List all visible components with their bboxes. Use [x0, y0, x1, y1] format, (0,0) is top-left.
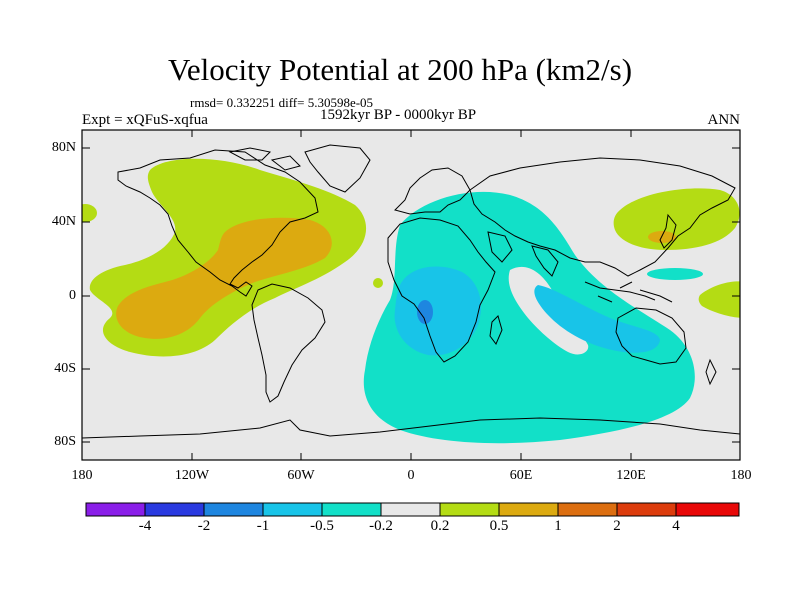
colorbar [85, 502, 740, 517]
coast-africa [387, 217, 496, 363]
colorbar-swatch [557, 502, 618, 517]
coast-australia [615, 307, 687, 365]
lat-label: 0 [69, 288, 76, 303]
colorbar-label: 2 [613, 518, 621, 534]
colorbar-label: -4 [138, 518, 152, 534]
lat-label: 40S [54, 361, 76, 376]
colorbar-label: -0.2 [369, 518, 393, 534]
map-title: Velocity Potential at 200 hPa (km2/s) [167, 52, 633, 87]
negative-spot-pacific [647, 268, 703, 280]
colorbar-swatch [616, 502, 677, 517]
positive-spot-atlantic [373, 278, 383, 288]
colorbar-label: 4 [672, 518, 680, 534]
colorbar-swatch [321, 502, 382, 517]
contour-fields [82, 158, 740, 444]
lon-label: 0 [407, 468, 415, 483]
lon-ticks [191, 130, 632, 460]
lon-label: 180 [71, 468, 93, 483]
colorbar-swatch [144, 502, 205, 517]
colorbar-label: -0.5 [310, 518, 334, 534]
positive-sliver-west-edge [82, 204, 97, 222]
colorbar-label: 1 [554, 518, 562, 534]
colorbar-label: -1 [256, 518, 270, 534]
lat-label: 40N [51, 214, 76, 229]
experiment-label: Expt = xQFuS-xqfua [82, 112, 208, 128]
positive-region-east-pacific [698, 281, 740, 318]
lat-label: 80S [54, 434, 76, 449]
colorbar-swatch [675, 502, 740, 517]
positive-region-nw-pacific [613, 188, 740, 250]
colorbar-swatch [439, 502, 500, 517]
lon-label: 60E [509, 468, 533, 483]
negative-core-australia [534, 285, 660, 353]
coast-arabia-india [487, 231, 559, 277]
coast-new-zealand [705, 358, 717, 386]
colorbar-swatch [380, 502, 441, 517]
lon-label: 180 [730, 468, 752, 483]
period-subtitle: 1592kyr BP - 0000kyr BP [320, 107, 477, 123]
coast-madagascar [489, 315, 503, 345]
negative-core-africa [394, 266, 482, 356]
coast-greenland [304, 144, 371, 193]
coast-canadian-arctic [228, 147, 301, 171]
negative-core-africa-strong [417, 300, 433, 324]
coast-japan [659, 213, 677, 249]
lon-label: 120E [616, 468, 646, 483]
colorbar-label: 0.2 [430, 518, 450, 534]
coastlines [82, 144, 740, 439]
colorbar-swatch [203, 502, 264, 517]
lon-label: 60W [287, 468, 315, 483]
coast-europe [394, 167, 471, 215]
coast-antarctica [82, 417, 740, 439]
colorbar-label: 0.5 [489, 518, 509, 534]
lon-label: 120W [174, 468, 210, 483]
colorbar-swatch [498, 502, 559, 517]
lat-label: 80N [51, 140, 76, 155]
coast-south-america [251, 283, 326, 403]
coast-asia [469, 157, 736, 277]
lat-ticks [82, 147, 740, 443]
coast-north-america [117, 149, 319, 297]
colorbar-label: -2 [197, 518, 211, 534]
stats-text: rmsd= 0.332251 diff= 5.30598e-05 [190, 95, 374, 110]
coast-indonesia [584, 281, 673, 303]
positive-core-west [116, 217, 332, 339]
season-label: ANN [707, 112, 741, 128]
colorbar-swatch [262, 502, 323, 517]
colorbar-swatch [85, 502, 146, 517]
